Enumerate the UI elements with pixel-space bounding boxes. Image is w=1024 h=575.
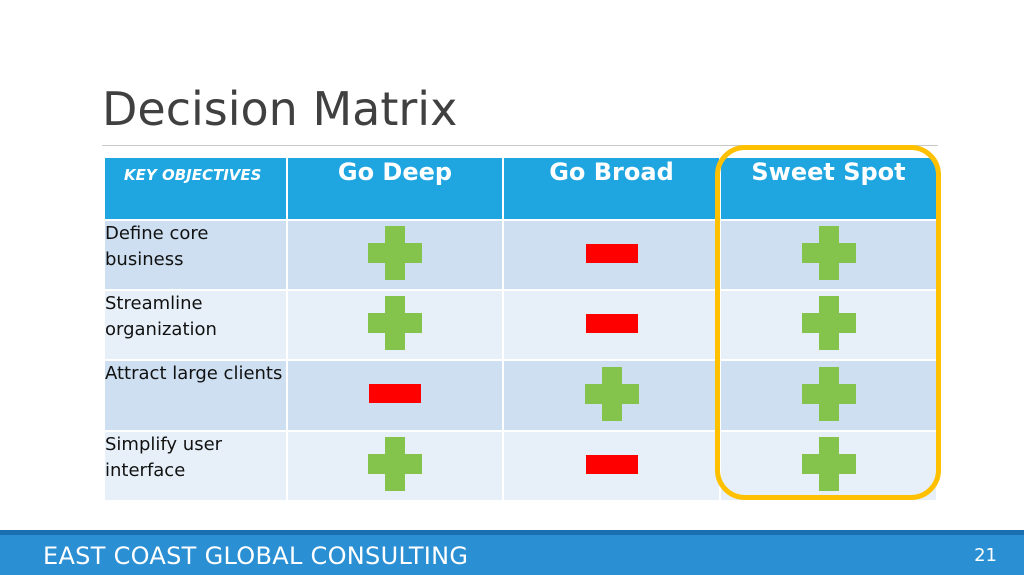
header-go-broad: Go Broad <box>502 156 721 221</box>
header-sweet-spot: Sweet Spot <box>719 156 938 221</box>
objective-label: Simplify user interface <box>103 430 288 502</box>
mark-cell <box>719 359 938 432</box>
header-key-objectives: KEY OBJECTIVES <box>103 156 288 221</box>
minus-icon <box>585 454 638 474</box>
mark-cell <box>719 219 938 291</box>
minus-icon <box>585 243 638 263</box>
mark-cell <box>719 430 938 502</box>
mark-cell <box>502 289 721 361</box>
mark-cell <box>286 219 504 291</box>
header-go-deep: Go Deep <box>286 156 504 221</box>
plus-icon <box>801 437 856 491</box>
objective-label: Attract large clients <box>103 359 288 432</box>
table-row: Attract large clients <box>103 359 938 432</box>
plus-icon <box>801 366 856 421</box>
slide-number: 21 <box>974 545 997 566</box>
mark-cell <box>502 430 721 502</box>
title-divider <box>102 145 938 146</box>
footer-company-name: EAST COAST GLOBAL CONSULTING <box>43 542 469 570</box>
footer-bar: EAST COAST GLOBAL CONSULTING 21 <box>0 530 1024 575</box>
plus-icon <box>368 296 422 350</box>
mark-cell <box>286 289 504 361</box>
mark-cell <box>502 359 721 432</box>
plus-icon <box>801 296 856 350</box>
footer-accent-line <box>0 530 1024 535</box>
objective-label: Streamline organization <box>103 289 288 361</box>
plus-icon <box>368 226 422 280</box>
table-row: Define core business <box>103 219 938 291</box>
mark-cell <box>502 219 721 291</box>
decision-matrix-table: KEY OBJECTIVES Go Deep Go Broad Sweet Sp… <box>103 156 938 502</box>
header-row: KEY OBJECTIVES Go Deep Go Broad Sweet Sp… <box>103 156 938 221</box>
mark-cell <box>286 430 504 502</box>
table-row: Streamline organization <box>103 289 938 361</box>
mark-cell <box>286 359 504 432</box>
objective-label: Define core business <box>103 219 288 291</box>
minus-icon <box>585 313 638 333</box>
plus-icon <box>584 366 639 421</box>
table-row: Simplify user interface <box>103 430 938 502</box>
plus-icon <box>368 437 422 491</box>
slide-title: Decision Matrix <box>102 82 458 136</box>
minus-icon <box>369 384 421 403</box>
plus-icon <box>801 226 856 280</box>
mark-cell <box>719 289 938 361</box>
